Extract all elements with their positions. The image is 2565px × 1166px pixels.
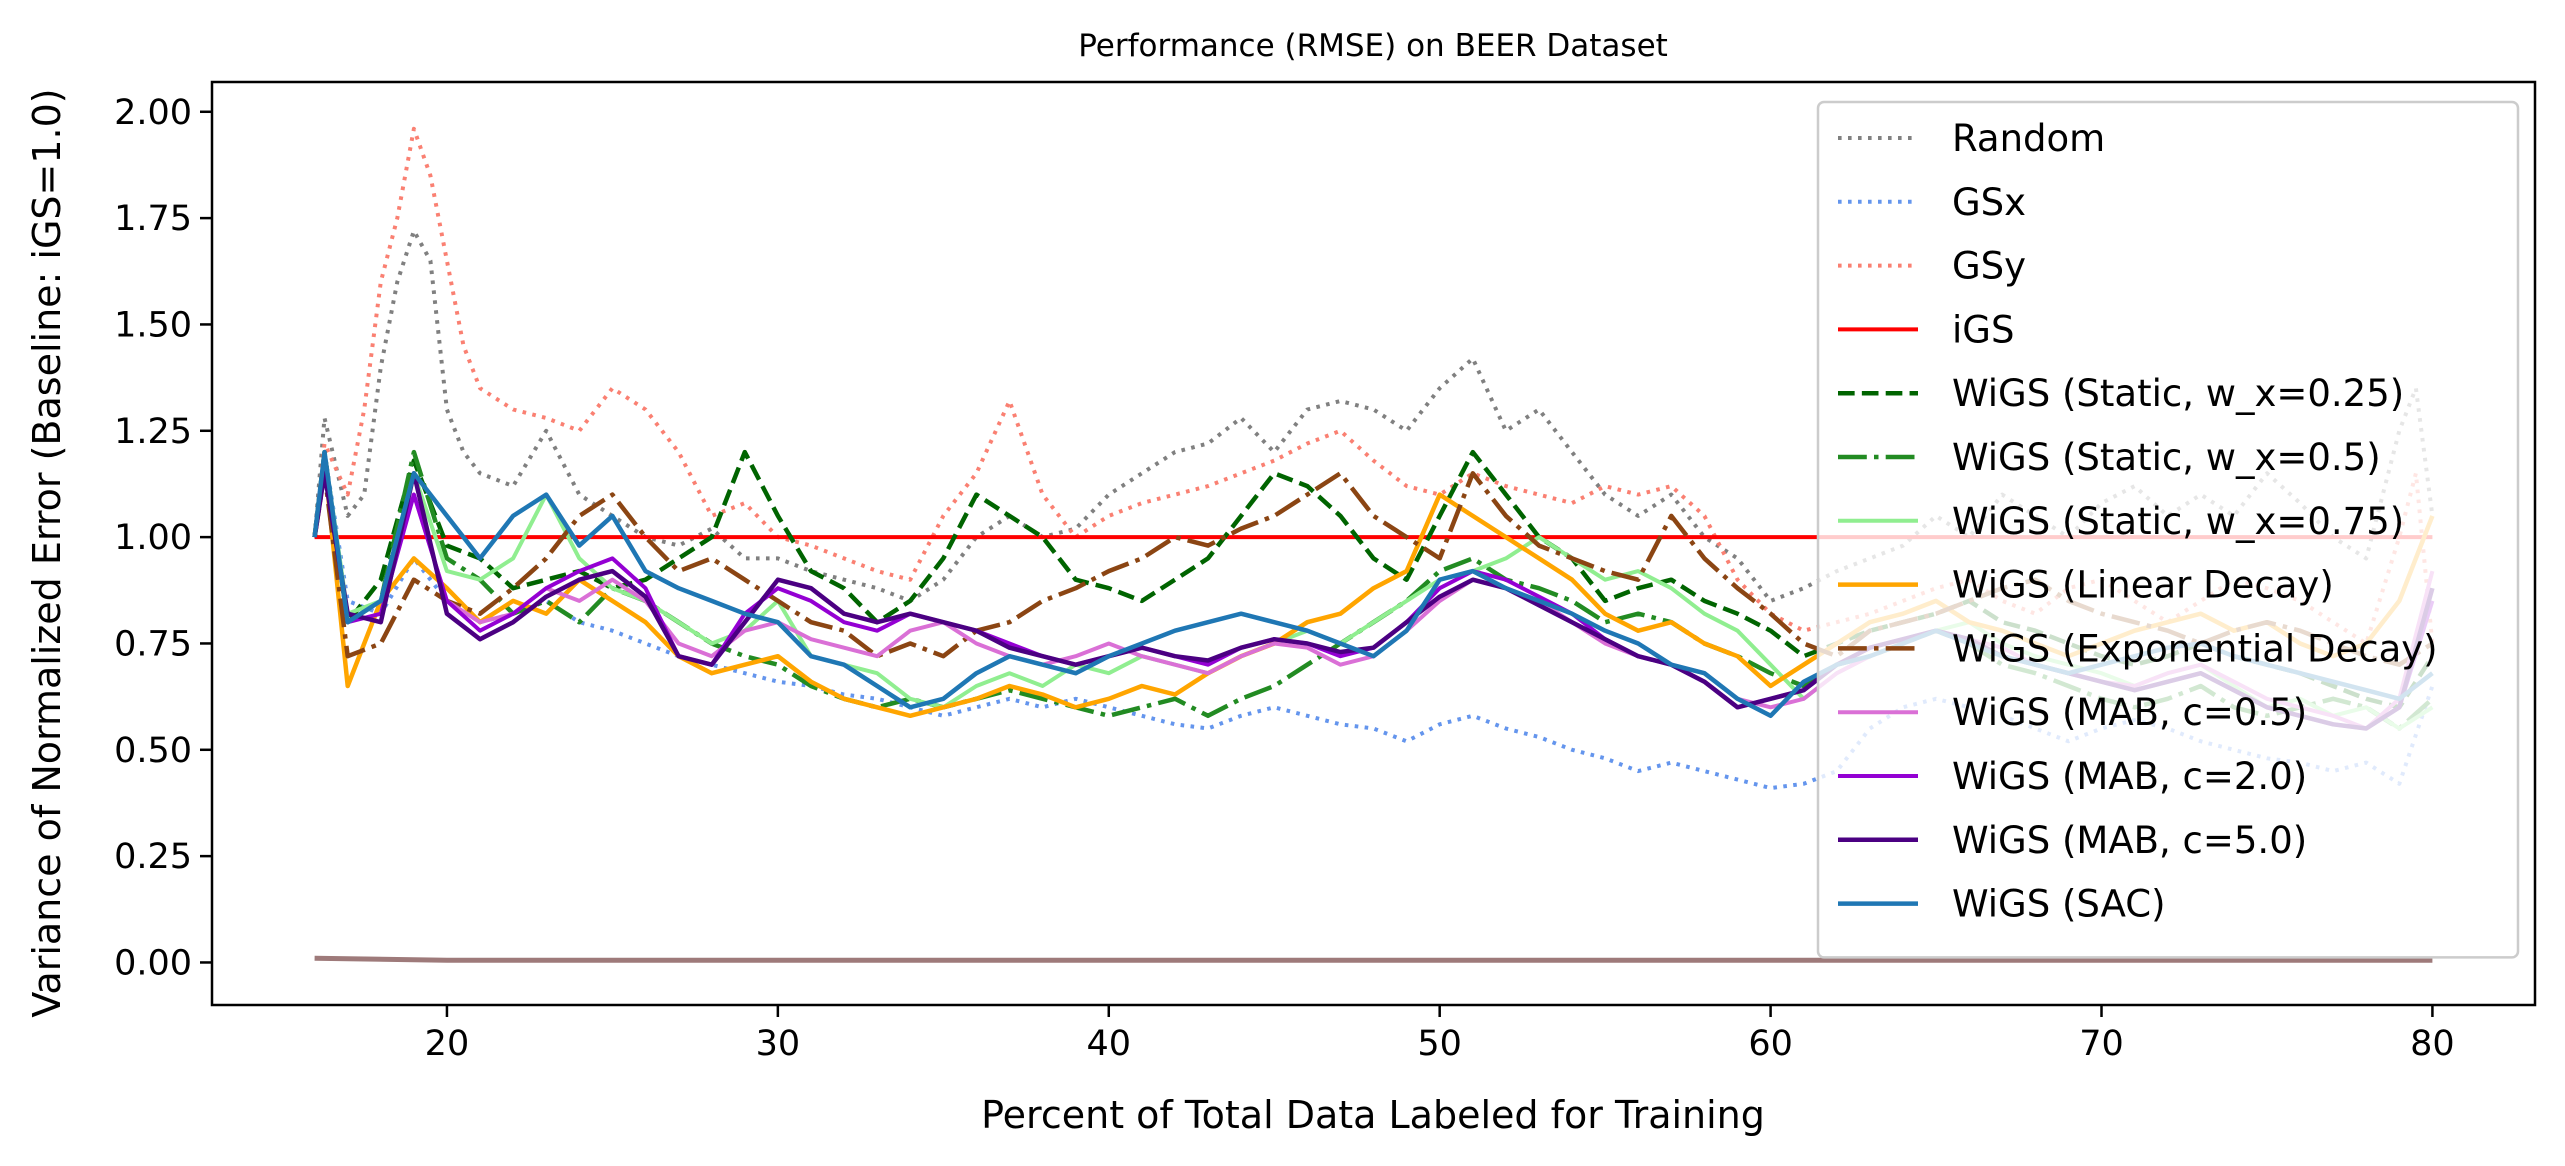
x-tick-label: 60 — [1748, 1024, 1793, 1064]
legend-label-wigs-linear-decay: WiGS (Linear Decay) — [1952, 564, 2334, 607]
legend-label-gsx: GSx — [1952, 181, 2026, 224]
y-tick-label: 0.75 — [114, 624, 192, 664]
x-tick-label: 50 — [1417, 1024, 1462, 1064]
y-tick-label: 0.25 — [114, 837, 192, 877]
axes-layer: 20 30 40 50 60 70 80 0.00 0.25 0.50 0.75 1.00 1.25 1.… — [114, 80, 2537, 1064]
x-axis-label: Percent of Total Data Labeled for Traini… — [981, 1093, 1765, 1137]
y-axis-label: Variance of Normalized Error (Baseline: … — [25, 88, 69, 1017]
legend-label-igs: iGS — [1952, 308, 2014, 351]
plot-frame — [210, 80, 2537, 1007]
series-line-gsy — [312, 126, 2435, 646]
series-line-gsx — [312, 450, 2435, 791]
legend-box — [1816, 100, 2520, 959]
legend-label-wigs-sac: WiGS (SAC) — [1952, 883, 2166, 926]
legend-label-wigs-static-w-x-0-75: WiGS (Static, w_x=0.75) — [1952, 500, 2404, 543]
legend-label-wigs-mab-c-5-0: WiGS (MAB, c=5.0) — [1952, 819, 2307, 862]
legend-label-wigs-exponential-decay: WiGS (Exponential Decay) — [1952, 627, 2438, 670]
y-tick-label: 1.25 — [114, 412, 192, 452]
legend-label-wigs-static-w-x-0-25: WiGS (Static, w_x=0.25) — [1952, 372, 2404, 415]
chart-title: Performance (RMSE) on BEER Dataset — [1078, 28, 1668, 64]
y-tick-label: 1.00 — [114, 518, 192, 558]
y-tick-label: 0.00 — [114, 943, 192, 983]
series-line-near-zero-13 — [314, 955, 2433, 963]
series-line-random — [312, 228, 2435, 603]
legend-label-wigs-mab-c-0-5: WiGS (MAB, c=0.5) — [1952, 691, 2307, 734]
legend-label-wigs-mab-c-2-0: WiGS (MAB, c=2.0) — [1952, 755, 2307, 798]
x-tick-label: 80 — [2410, 1024, 2455, 1064]
legend-label-random: Random — [1952, 117, 2105, 160]
y-tick-label: 0.50 — [114, 731, 192, 771]
x-tick-label: 20 — [425, 1024, 470, 1064]
legend-label-wigs-static-w-x-0-5: WiGS (Static, w_x=0.5) — [1952, 436, 2381, 479]
y-tick-label: 2.00 — [114, 93, 192, 133]
x-tick-label: 40 — [1086, 1024, 1131, 1064]
x-tick-label: 30 — [756, 1024, 801, 1064]
legend-label-gsy: GSy — [1952, 245, 2026, 288]
legend: Random GSx GSy iGS WiGS (Static, w_x=0.25) Wi… — [1816, 100, 2520, 959]
y-tick-label: 1.50 — [114, 305, 192, 345]
y-tick-label: 1.75 — [114, 199, 192, 239]
x-tick-label: 70 — [2079, 1024, 2124, 1064]
